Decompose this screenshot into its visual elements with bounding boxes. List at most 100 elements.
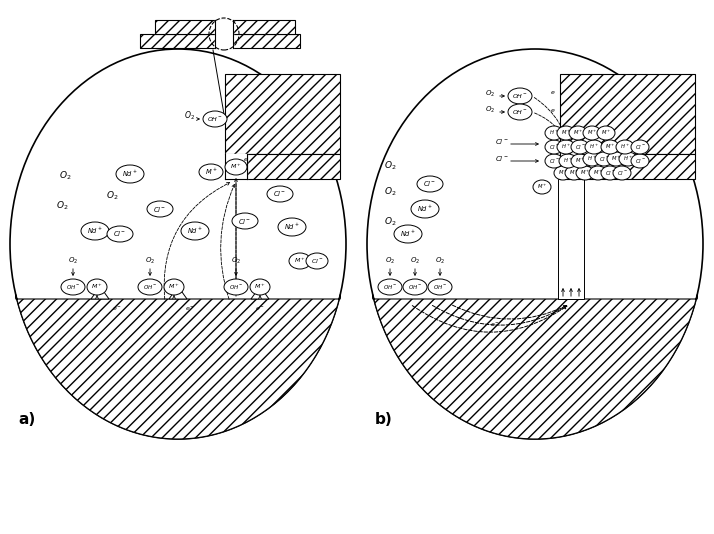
Ellipse shape bbox=[411, 200, 439, 218]
Polygon shape bbox=[373, 294, 698, 439]
Text: $O_2$: $O_2$ bbox=[410, 256, 420, 266]
Text: $M^+$: $M^+$ bbox=[537, 183, 547, 192]
Text: $M^+$: $M^+$ bbox=[600, 129, 611, 137]
Ellipse shape bbox=[224, 279, 248, 295]
Ellipse shape bbox=[181, 222, 209, 240]
Ellipse shape bbox=[378, 279, 402, 295]
Ellipse shape bbox=[225, 159, 247, 175]
Text: $e$: $e$ bbox=[550, 107, 555, 114]
Ellipse shape bbox=[116, 165, 144, 183]
Text: $O_2$: $O_2$ bbox=[56, 200, 69, 213]
Ellipse shape bbox=[10, 49, 346, 439]
Text: $O_2$: $O_2$ bbox=[485, 89, 495, 99]
Text: $H^+$: $H^+$ bbox=[589, 143, 599, 152]
Text: $H^+$: $H^+$ bbox=[549, 129, 559, 137]
Ellipse shape bbox=[545, 126, 563, 140]
Ellipse shape bbox=[138, 279, 162, 295]
Polygon shape bbox=[91, 292, 109, 299]
Ellipse shape bbox=[250, 279, 270, 295]
Ellipse shape bbox=[557, 140, 575, 154]
Text: $Nd^+$: $Nd^+$ bbox=[400, 229, 416, 239]
Text: $M^+$: $M^+$ bbox=[573, 129, 583, 137]
Text: $OH^-$: $OH^-$ bbox=[383, 283, 397, 291]
Polygon shape bbox=[169, 292, 187, 299]
Text: $e$: $e$ bbox=[550, 89, 555, 96]
Text: $M^+$: $M^+$ bbox=[254, 282, 266, 292]
Text: $H^+$: $H^+$ bbox=[620, 143, 630, 152]
Text: $O_2$: $O_2$ bbox=[106, 190, 119, 202]
Text: $M^+$: $M^+$ bbox=[91, 282, 103, 292]
Polygon shape bbox=[247, 154, 340, 179]
Polygon shape bbox=[16, 294, 341, 439]
Bar bbox=[215, 20, 233, 48]
Text: $O_2$: $O_2$ bbox=[231, 256, 241, 266]
Ellipse shape bbox=[585, 140, 603, 154]
Text: $Cl^-$: $Cl^-$ bbox=[311, 257, 323, 265]
Ellipse shape bbox=[417, 176, 443, 192]
Text: $H^+$: $H^+$ bbox=[587, 154, 597, 163]
Ellipse shape bbox=[508, 104, 532, 120]
Text: $e^-$: $e^-$ bbox=[255, 305, 265, 313]
Text: $M^+$: $M^+$ bbox=[205, 167, 217, 177]
Ellipse shape bbox=[232, 213, 258, 229]
Ellipse shape bbox=[394, 225, 422, 243]
Text: $Cl^-$: $Cl^-$ bbox=[495, 154, 509, 163]
Ellipse shape bbox=[595, 152, 613, 166]
Text: $M^+$: $M^+$ bbox=[569, 169, 579, 177]
Text: $Cl^-$: $Cl^-$ bbox=[598, 155, 610, 163]
Ellipse shape bbox=[569, 126, 587, 140]
Text: $O_2$: $O_2$ bbox=[485, 105, 495, 115]
Ellipse shape bbox=[508, 88, 532, 104]
Text: $O_2$: $O_2$ bbox=[383, 215, 396, 227]
Ellipse shape bbox=[613, 166, 631, 180]
Text: $Nd^+$: $Nd^+$ bbox=[187, 226, 203, 236]
Text: $OH^-$: $OH^-$ bbox=[228, 283, 243, 291]
Text: $M^+$: $M^+$ bbox=[294, 256, 306, 265]
Polygon shape bbox=[582, 154, 695, 179]
Polygon shape bbox=[225, 74, 340, 154]
Text: $OH^-$: $OH^-$ bbox=[433, 283, 447, 291]
Text: $Nd^+$: $Nd^+$ bbox=[122, 169, 138, 179]
Ellipse shape bbox=[583, 152, 601, 166]
Ellipse shape bbox=[81, 222, 109, 240]
Text: $Cl^-$: $Cl^-$ bbox=[238, 216, 251, 225]
Ellipse shape bbox=[571, 140, 589, 154]
Text: $O_2$: $O_2$ bbox=[385, 256, 395, 266]
Text: $O_2$: $O_2$ bbox=[145, 256, 155, 266]
Ellipse shape bbox=[203, 111, 227, 127]
Text: $H^+$: $H^+$ bbox=[563, 156, 573, 166]
Text: $OH^-$: $OH^-$ bbox=[66, 283, 80, 291]
Polygon shape bbox=[140, 34, 300, 48]
Ellipse shape bbox=[545, 154, 563, 168]
Text: $Cl^-$: $Cl^-$ bbox=[548, 143, 560, 151]
Text: $e^-$: $e^-$ bbox=[185, 305, 195, 313]
Text: $Cl^-$: $Cl^-$ bbox=[635, 143, 645, 151]
Bar bbox=[558, 179, 584, 299]
Ellipse shape bbox=[631, 140, 649, 154]
Ellipse shape bbox=[164, 279, 184, 295]
Text: $Nd^+$: $Nd^+$ bbox=[87, 226, 103, 236]
Ellipse shape bbox=[597, 126, 615, 140]
Text: $M^+$: $M^+$ bbox=[558, 169, 568, 177]
Ellipse shape bbox=[87, 279, 107, 295]
Ellipse shape bbox=[583, 126, 601, 140]
Text: $M^+$: $M^+$ bbox=[610, 154, 621, 163]
Text: $M^+$: $M^+$ bbox=[593, 169, 603, 177]
Polygon shape bbox=[251, 292, 269, 299]
Text: $Cl^-$: $Cl^-$ bbox=[273, 190, 286, 199]
Ellipse shape bbox=[619, 152, 637, 166]
Text: $M^+$: $M^+$ bbox=[230, 162, 242, 171]
Text: $O_2$: $O_2$ bbox=[383, 185, 396, 198]
Ellipse shape bbox=[616, 140, 634, 154]
Ellipse shape bbox=[589, 166, 607, 180]
Text: $M^+$: $M^+$ bbox=[560, 129, 571, 137]
Text: $O_2$: $O_2$ bbox=[59, 170, 71, 183]
Ellipse shape bbox=[199, 164, 223, 180]
Text: $e$: $e$ bbox=[243, 156, 248, 163]
Text: $H^+$: $H^+$ bbox=[561, 143, 571, 152]
Text: $O_2$: $O_2$ bbox=[68, 256, 78, 266]
Text: $M^+$: $M^+$ bbox=[575, 156, 585, 166]
Ellipse shape bbox=[367, 49, 703, 439]
Text: $Cl^-$: $Cl^-$ bbox=[154, 205, 166, 214]
Ellipse shape bbox=[107, 226, 133, 242]
